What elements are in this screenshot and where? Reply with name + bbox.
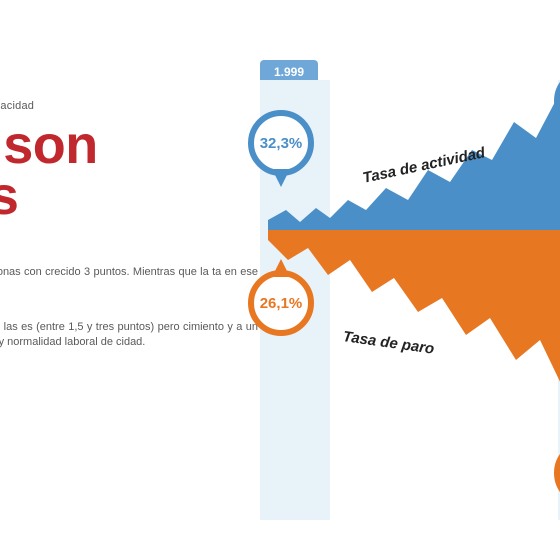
headline: s no son entes: [0, 120, 260, 223]
pin-blue-323: 32,3%: [248, 110, 314, 176]
pin-orange-261: 26,1%: [248, 270, 314, 336]
subtitle: as personas con discapacidad: [0, 100, 260, 112]
area-chart-svg: [268, 60, 560, 500]
paragraph-1: de actividad de las personas con crecido…: [0, 265, 258, 295]
headline-line2: entes: [0, 166, 18, 226]
paragraph-2: la población con general las es (entre 1…: [0, 320, 258, 350]
chart-area: 1.999 Tasa de actividad Tasa de paro 32,…: [268, 60, 560, 500]
